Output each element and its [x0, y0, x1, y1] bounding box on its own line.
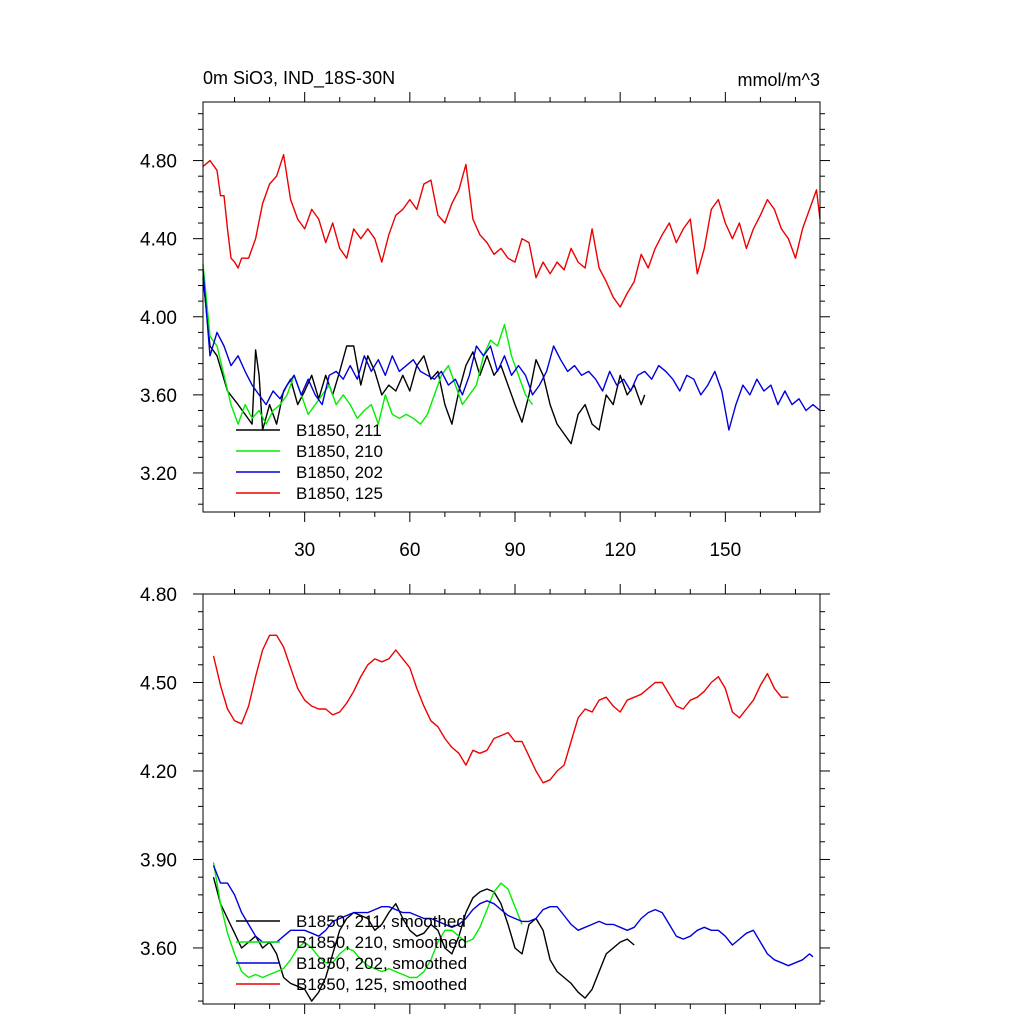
- top-panel-units: mmol/m^3: [738, 70, 820, 90]
- y-tick-label: 4.40: [140, 230, 177, 251]
- series-line-1: [212, 877, 635, 1002]
- legend-label: B1850, 125, smoothed: [296, 975, 467, 994]
- series-line-3: [202, 269, 821, 431]
- top-panel-series: [202, 154, 821, 445]
- bottom-panel-frame: [202, 593, 821, 1005]
- y-tick-label: 4.20: [140, 762, 177, 783]
- x-tick-label: 90: [504, 540, 525, 561]
- series-line-4: [212, 634, 789, 784]
- bottom-panel-legend: B1850, 211, smoothed B1850, 210, smoothed…: [236, 912, 467, 994]
- legend-label: B1850, 202, smoothed: [296, 954, 467, 973]
- legend-label: B1850, 202: [296, 463, 383, 482]
- bottom-panel-series: [212, 634, 814, 1002]
- legend-label: B1850, 125: [296, 484, 383, 503]
- y-tick-label: 3.60: [140, 939, 177, 960]
- series-line-2: [212, 862, 523, 979]
- series-line-1: [202, 277, 646, 445]
- y-tick-label: 4.00: [140, 308, 177, 329]
- legend-label: B1850, 210: [296, 442, 383, 461]
- y-tick-label: 3.60: [140, 386, 177, 407]
- bottom-panel: 3.60 3.90 4.20 4.50 4.80 B1850, 211, smoothe…: [140, 584, 830, 1014]
- legend-label: B1850, 210, smoothed: [296, 933, 467, 952]
- y-tick-label: 4.80: [140, 152, 177, 173]
- y-tick-label: 3.90: [140, 850, 177, 871]
- top-panel: 0m SiO3, IND_18S-30N mmol/m^3 30 60 90 120 1…: [140, 68, 830, 561]
- x-tick-label: 30: [294, 540, 315, 561]
- x-tick-label: 150: [709, 540, 741, 561]
- series-line-4: [202, 154, 821, 308]
- x-tick-label: 60: [399, 540, 420, 561]
- legend-label: B1850, 211, smoothed: [296, 912, 466, 931]
- top-panel-frame: [202, 101, 821, 513]
- y-tick-label: 4.50: [140, 673, 177, 694]
- bottom-panel-ticks: 3.60 3.90 4.20 4.50 4.80: [140, 584, 830, 1014]
- series-line-2: [202, 263, 534, 425]
- y-tick-label: 4.80: [140, 585, 177, 606]
- top-panel-legend: B1850, 211 B1850, 210 B1850, 202 B1850, 125: [236, 421, 383, 503]
- top-panel-ticks: 30 60 90 120 150 3.20 3.60 4.00 4.40 4.80: [140, 92, 830, 561]
- top-panel-title: 0m SiO3, IND_18S-30N: [203, 68, 395, 89]
- y-tick-label: 3.20: [140, 464, 177, 485]
- legend-label: B1850, 211: [296, 421, 382, 440]
- series-line-3: [212, 865, 814, 967]
- x-tick-label: 120: [604, 540, 636, 561]
